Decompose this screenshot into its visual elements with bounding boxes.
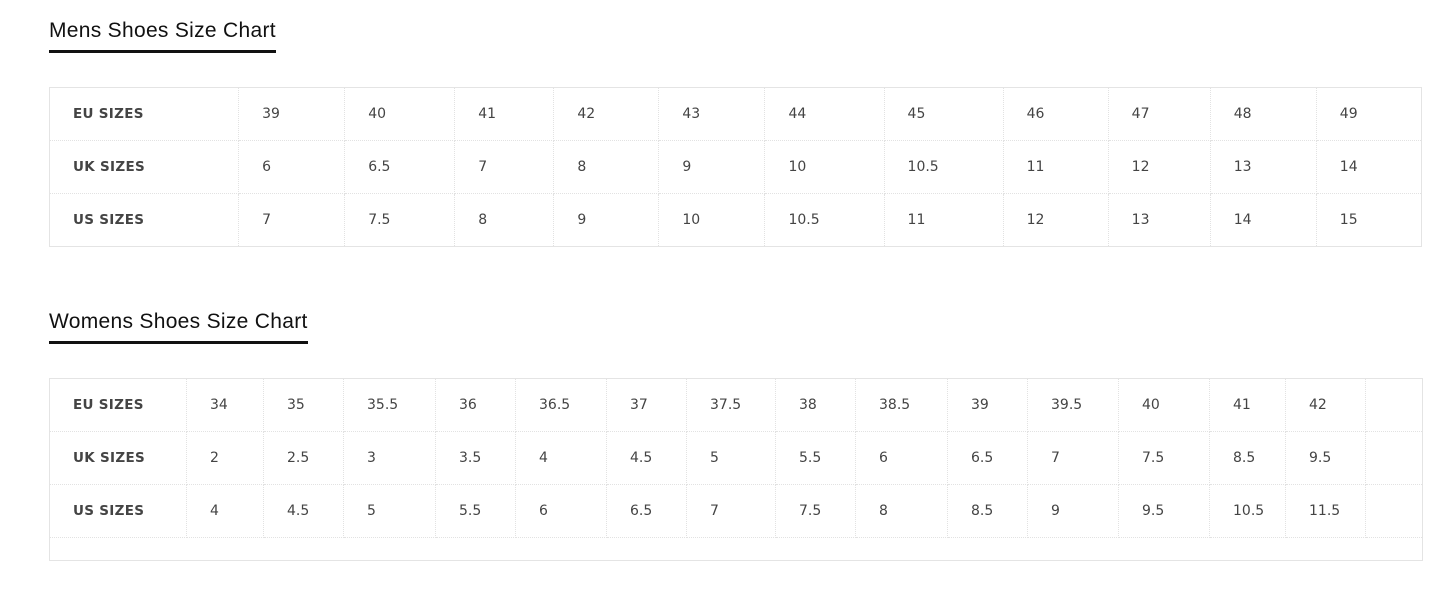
size-cell: 13 bbox=[1107, 193, 1211, 247]
row-header: UK SIZES bbox=[49, 431, 187, 485]
size-cell: 7.5 bbox=[775, 484, 856, 538]
size-cell: 3 bbox=[343, 431, 436, 485]
size-cell: 5 bbox=[343, 484, 436, 538]
size-cell: 8 bbox=[553, 140, 660, 194]
size-cell: 9 bbox=[553, 193, 660, 247]
size-cell: 42 bbox=[553, 87, 660, 141]
size-cell: 5.5 bbox=[775, 431, 856, 485]
size-cell: 49 bbox=[1315, 87, 1423, 141]
size-cell: 47 bbox=[1107, 87, 1211, 141]
size-cell: 11 bbox=[1002, 140, 1109, 194]
womens-size-table: EU SIZES 34 35 35.5 36 36.5 37 37.5 38 38.5 39 39.5… bbox=[49, 378, 1423, 561]
size-cell: 44 bbox=[764, 87, 885, 141]
size-cell: 4.5 bbox=[263, 484, 344, 538]
size-cell: 48 bbox=[1209, 87, 1317, 141]
size-cell: 39.5 bbox=[1027, 378, 1119, 432]
row-header: US SIZES bbox=[49, 484, 187, 538]
size-cell: 7.5 bbox=[1118, 431, 1210, 485]
size-cell: 7.5 bbox=[344, 193, 456, 247]
size-cell: 40 bbox=[1118, 378, 1210, 432]
size-cell: 10.5 bbox=[883, 140, 1004, 194]
table-row-eu: EU SIZES 34 35 35.5 36 36.5 37 37.5 38 38.5 39 39.5… bbox=[49, 378, 1423, 432]
size-cell: 41 bbox=[454, 87, 555, 141]
size-cell: 9 bbox=[1027, 484, 1119, 538]
size-cell: 37 bbox=[606, 378, 687, 432]
size-cell: 10 bbox=[658, 193, 766, 247]
size-cell: 5 bbox=[686, 431, 776, 485]
size-cell: 37.5 bbox=[686, 378, 776, 432]
size-cell: 14 bbox=[1209, 193, 1317, 247]
size-cell: 38.5 bbox=[855, 378, 948, 432]
size-cell: 41 bbox=[1209, 378, 1286, 432]
size-cell: 12 bbox=[1002, 193, 1109, 247]
size-cell: 35.5 bbox=[343, 378, 436, 432]
size-cell: 2 bbox=[186, 431, 264, 485]
size-cell: 6 bbox=[515, 484, 607, 538]
size-cell: 11 bbox=[883, 193, 1004, 247]
size-cell: 46 bbox=[1002, 87, 1109, 141]
size-cell: 9 bbox=[658, 140, 766, 194]
size-cell: 11.5 bbox=[1285, 484, 1366, 538]
size-cell: 7 bbox=[454, 140, 555, 194]
size-cell: 36.5 bbox=[515, 378, 607, 432]
size-cell: 7 bbox=[1027, 431, 1119, 485]
size-cell: 4.5 bbox=[606, 431, 687, 485]
size-cell: 4 bbox=[186, 484, 264, 538]
size-cell: 6.5 bbox=[606, 484, 687, 538]
empty-cell bbox=[49, 537, 1423, 561]
size-cell: 39 bbox=[238, 87, 346, 141]
row-header: US SIZES bbox=[48, 193, 240, 247]
empty-row bbox=[49, 537, 1423, 561]
mens-size-table: EU SIZES 39 40 41 42 43 44 45 46 47 48 49 UK SIZES 6 6… bbox=[48, 87, 1423, 247]
size-cell bbox=[1365, 431, 1423, 485]
size-cell: 8 bbox=[855, 484, 948, 538]
size-cell: 8.5 bbox=[1209, 431, 1286, 485]
table-row-uk: UK SIZES 2 2.5 3 3.5 4 4.5 5 5.5 6 6.5 7 7.5 8.5 9.5 bbox=[49, 431, 1423, 485]
size-cell: 7 bbox=[686, 484, 776, 538]
mens-chart-title: Mens Shoes Size Chart bbox=[49, 18, 276, 53]
table-row-eu: EU SIZES 39 40 41 42 43 44 45 46 47 48 49 bbox=[48, 87, 1423, 141]
size-cell: 2.5 bbox=[263, 431, 344, 485]
size-cell: 14 bbox=[1315, 140, 1423, 194]
size-cell: 10.5 bbox=[1209, 484, 1286, 538]
size-cell: 4 bbox=[515, 431, 607, 485]
size-cell: 8 bbox=[454, 193, 555, 247]
size-cell: 10 bbox=[764, 140, 885, 194]
size-cell: 38 bbox=[775, 378, 856, 432]
size-cell: 40 bbox=[344, 87, 456, 141]
size-cell: 7 bbox=[238, 193, 346, 247]
size-cell: 6 bbox=[238, 140, 346, 194]
size-cell: 9.5 bbox=[1285, 431, 1366, 485]
size-cell: 8.5 bbox=[947, 484, 1028, 538]
size-cell: 35 bbox=[263, 378, 344, 432]
size-cell: 6.5 bbox=[344, 140, 456, 194]
size-cell: 39 bbox=[947, 378, 1028, 432]
size-cell bbox=[1365, 484, 1423, 538]
size-cell: 43 bbox=[658, 87, 766, 141]
size-cell: 42 bbox=[1285, 378, 1366, 432]
size-cell: 36 bbox=[435, 378, 516, 432]
size-cell: 15 bbox=[1315, 193, 1423, 247]
size-cell: 13 bbox=[1209, 140, 1317, 194]
table-row-uk: UK SIZES 6 6.5 7 8 9 10 10.5 11 12 13 14 bbox=[48, 140, 1423, 194]
size-cell: 9.5 bbox=[1118, 484, 1210, 538]
size-cell: 34 bbox=[186, 378, 264, 432]
size-cell: 10.5 bbox=[764, 193, 885, 247]
table-row-us: US SIZES 4 4.5 5 5.5 6 6.5 7 7.5 8 8.5 9 9.5 10.5 11.5 bbox=[49, 484, 1423, 538]
size-cell: 3.5 bbox=[435, 431, 516, 485]
size-cell: 5.5 bbox=[435, 484, 516, 538]
table-row-us: US SIZES 7 7.5 8 9 10 10.5 11 12 13 14 15 bbox=[48, 193, 1423, 247]
size-cell bbox=[1365, 378, 1423, 432]
size-cell: 45 bbox=[883, 87, 1004, 141]
row-header: UK SIZES bbox=[48, 140, 240, 194]
row-header: EU SIZES bbox=[48, 87, 240, 141]
womens-chart-title: Womens Shoes Size Chart bbox=[49, 309, 308, 344]
size-cell: 6 bbox=[855, 431, 948, 485]
row-header: EU SIZES bbox=[49, 378, 187, 432]
size-cell: 6.5 bbox=[947, 431, 1028, 485]
size-cell: 12 bbox=[1107, 140, 1211, 194]
